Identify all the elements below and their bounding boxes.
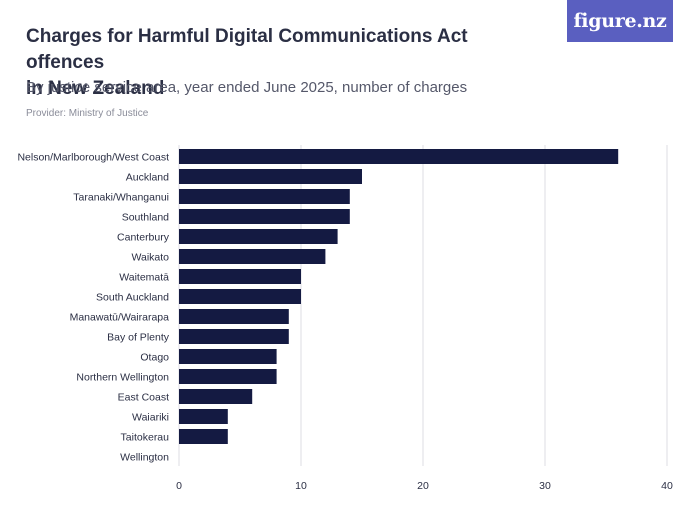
category-label: Otago: [140, 352, 169, 364]
x-tick-label: 0: [176, 480, 182, 492]
bar[interactable]: [179, 309, 289, 324]
category-label: Northern Wellington: [76, 372, 169, 384]
category-label: South Auckland: [96, 292, 169, 304]
category-label: Nelson/Marlborough/West Coast: [17, 152, 169, 164]
category-label: East Coast: [118, 392, 169, 404]
bar[interactable]: [179, 349, 277, 364]
category-label: Taitokerau: [121, 432, 170, 444]
bar[interactable]: [179, 149, 619, 164]
category-label: Waiariki: [132, 412, 169, 424]
category-label: Wellington: [120, 452, 169, 464]
bar[interactable]: [179, 369, 277, 384]
bar[interactable]: [179, 269, 301, 284]
bar[interactable]: [179, 229, 338, 244]
bar[interactable]: [179, 329, 289, 344]
bar[interactable]: [179, 289, 301, 304]
category-label: Manawatū/Wairarapa: [70, 312, 170, 324]
x-tick-label: 10: [295, 480, 307, 492]
category-label: Waitematā: [119, 272, 169, 284]
category-label: Taranaki/Whanganui: [73, 192, 169, 204]
bar[interactable]: [179, 189, 350, 204]
logo-text: figure.nz: [573, 10, 667, 32]
category-label: Southland: [122, 212, 169, 224]
category-label: Canterbury: [117, 232, 170, 244]
bar[interactable]: [179, 249, 326, 264]
chart-title-line-1: Charges for Harmful Digital Communicatio…: [26, 26, 468, 73]
x-tick-label: 40: [661, 480, 673, 492]
chart-title: Charges for Harmful Digital Communicatio…: [26, 24, 546, 102]
category-label: Bay of Plenty: [107, 332, 170, 344]
x-tick-label: 20: [417, 480, 429, 492]
category-label: Auckland: [126, 172, 169, 184]
bar[interactable]: [179, 169, 362, 184]
data-provider: Provider: Ministry of Justice: [26, 108, 149, 119]
category-label: Waikato: [131, 252, 169, 264]
x-tick-label: 30: [539, 480, 551, 492]
bar[interactable]: [179, 389, 253, 404]
figure-nz-logo[interactable]: figure.nz: [567, 0, 673, 42]
chart-title-line-2: in New Zealand: [26, 78, 165, 99]
chart-subtitle: By justice service area, year ended June…: [26, 79, 468, 96]
bar[interactable]: [179, 429, 228, 444]
bar[interactable]: [179, 409, 228, 424]
bar[interactable]: [179, 209, 350, 224]
